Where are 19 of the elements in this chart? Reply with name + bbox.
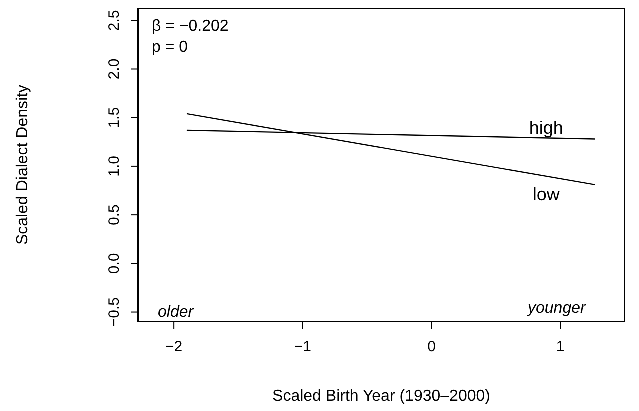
x-tick-label: 1	[556, 338, 565, 356]
series-label: high	[529, 118, 564, 138]
text: 1.0	[106, 156, 123, 177]
y-axis-title: Scaled Dialect Density	[14, 84, 32, 246]
text: 2.0	[106, 58, 123, 80]
text: 0.0	[106, 253, 123, 274]
y-tick-label: 2.5	[106, 10, 123, 32]
x-axis-title: Scaled Birth Year (1930–2000)	[272, 388, 490, 405]
x-tick-label: −2	[166, 338, 183, 356]
series-label: low	[532, 184, 561, 204]
x-tick-label: −1	[294, 338, 312, 356]
annotation: p = 0	[152, 39, 188, 57]
x-tick-label: 0	[428, 338, 436, 356]
y-tick-label: 1.5	[106, 107, 123, 128]
y-tick-label: −0.5	[106, 297, 123, 328]
annotation: younger	[528, 300, 586, 318]
y-tick-label: 0.5	[106, 204, 123, 226]
annotation: older	[158, 304, 194, 322]
annotation: β = −0.202	[152, 18, 229, 36]
